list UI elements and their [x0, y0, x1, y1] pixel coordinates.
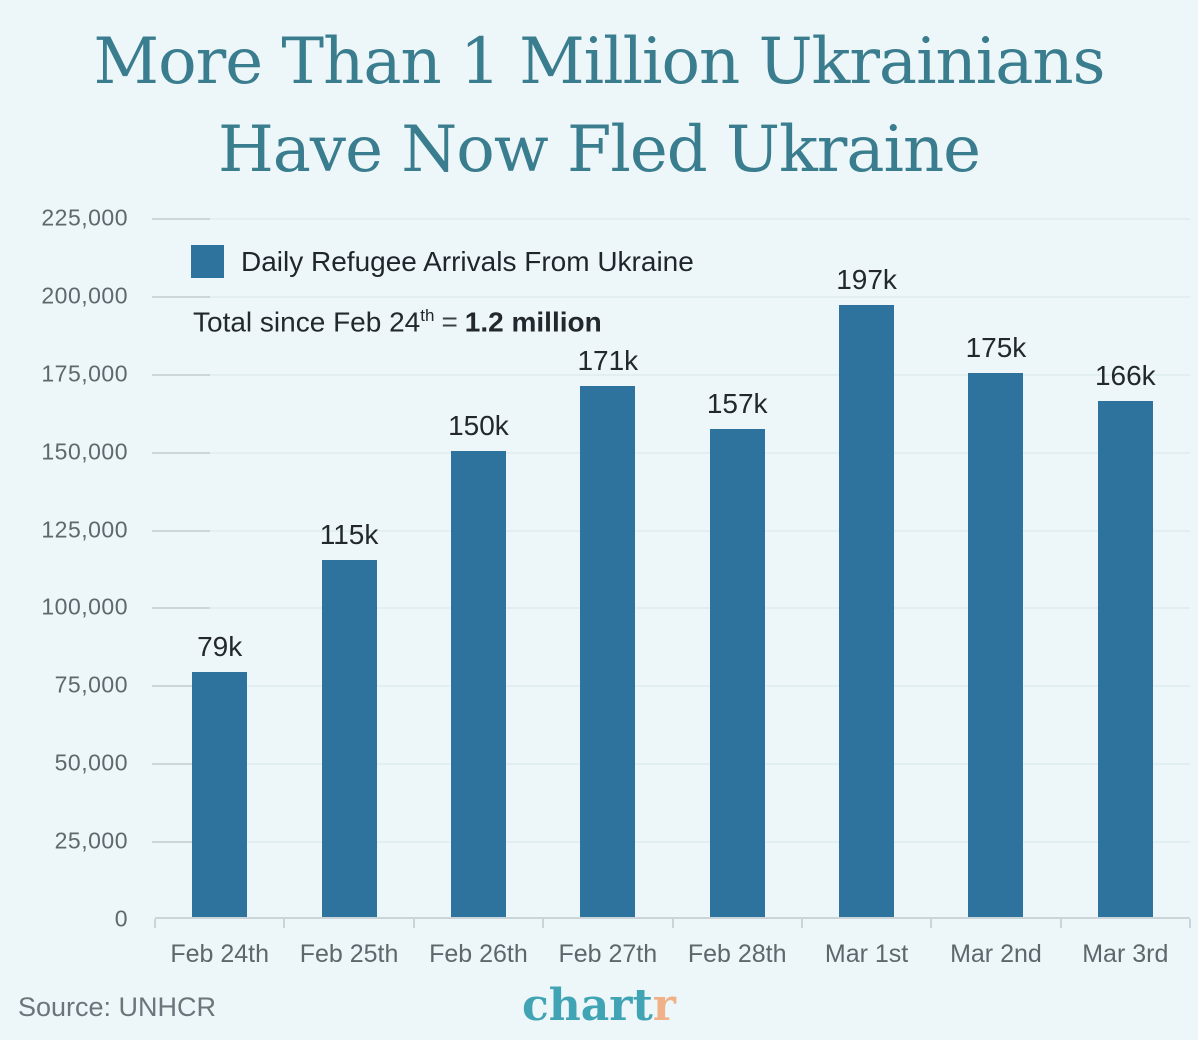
bar-column-Feb 28th: 157k [673, 218, 802, 917]
bar-column-Feb 25th: 115k [284, 218, 413, 917]
x-axis-label-Feb 25th: Feb 25th [299, 940, 399, 968]
chart-title-line2: Have Now Fled Ukraine [217, 113, 981, 187]
y-axis-label-25,000: 25,000 [54, 827, 128, 854]
y-axis-label-75,000: 75,000 [54, 671, 128, 698]
source-credit: Source: UNHCR [18, 992, 217, 1022]
bar-column-Mar 3rd: 166k [1061, 218, 1190, 917]
gridline-150,000 [155, 451, 1190, 454]
x-axis-tick-2 [412, 919, 415, 928]
y-axis-label-50,000: 50,000 [54, 749, 128, 776]
bar-Feb 24th [192, 671, 248, 917]
y-tick-125,000 [152, 529, 210, 532]
bar-value-label-Mar 2nd: 175k [965, 332, 1027, 364]
x-axis-label-Mar 3rd: Mar 3rd [1082, 940, 1169, 968]
x-axis-label-Feb 27th: Feb 27th [558, 940, 658, 968]
total-annotation-value: 1.2 million [464, 306, 602, 338]
x-axis-label-Mar 2nd: Mar 2nd [950, 940, 1042, 968]
x-axis-tick-0 [154, 919, 156, 928]
legend-swatch [191, 245, 224, 278]
bar-value-label-Mar 1st: 197k [836, 264, 897, 295]
gridline-175,000 [155, 373, 1190, 376]
y-axis-label-200,000: 200,000 [41, 282, 128, 309]
bar-Feb 26th [450, 451, 506, 917]
x-axis-tick-6 [930, 919, 933, 928]
x-axis-tick-3 [542, 919, 545, 928]
y-tick-75,000 [152, 685, 210, 688]
total-annotation-prefix: Total since Feb 24 [193, 306, 421, 338]
bar-value-label-Feb 26th: 150k [448, 410, 509, 441]
y-axis-label-150,000: 150,000 [41, 438, 128, 465]
bar-Feb 25th [321, 559, 377, 917]
bar-Mar 1st [839, 305, 895, 917]
bar-value-label-Feb 24th: 79k [197, 630, 243, 662]
bar-column-Mar 1st: 197k [802, 218, 931, 917]
gridline-25,000 [155, 841, 1190, 844]
y-tick-200,000 [152, 295, 210, 298]
legend: Daily Refugee Arrivals From Ukraine [191, 245, 694, 278]
bar-column-Feb 24th: 79k [155, 218, 284, 917]
bar-value-label-Feb 25th: 115k [319, 518, 379, 550]
y-tick-100,000 [152, 607, 210, 610]
gridline-125,000 [155, 529, 1190, 532]
y-tick-25,000 [152, 841, 210, 844]
x-axis-tick-4 [671, 919, 674, 928]
bar-value-label-Mar 3rd: 166k [1094, 360, 1156, 392]
x-axis-label-Feb 26th: Feb 26th [429, 940, 528, 968]
y-tick-150,000 [152, 451, 210, 454]
gridline-50,000 [155, 763, 1190, 766]
x-axis-label-Mar 1st: Mar 1st [824, 940, 909, 968]
gridline-225,000 [155, 218, 1190, 220]
gridline-75,000 [155, 685, 1190, 688]
bar-Mar 2nd [968, 373, 1024, 917]
bar-Feb 27th [580, 385, 636, 917]
x-axis-labels: Feb 24th Feb 25th Feb 26th Feb 27th Feb 28th… [155, 940, 1190, 969]
total-annotation-equals: = [441, 306, 458, 338]
bar-Feb 28th [709, 429, 765, 917]
bar-column-Feb 26th: 150k [414, 218, 543, 917]
total-annotation-superscript: th [420, 306, 435, 325]
y-axis-label-100,000: 100,000 [41, 593, 128, 620]
bars-row: 79k 115k 150k 171k 157k 197k 175k 166k [155, 218, 1190, 917]
y-axis-labels: 0 25,000 50,000 75,000 100,000 125,000 150,000… [0, 205, 130, 932]
y-tick-50,000 [152, 763, 210, 766]
gridline-200,000 [155, 295, 1190, 298]
bar-value-label-Feb 28th: 157k [706, 388, 768, 420]
plot-area: 79k 115k 150k 171k 157k 197k 175k 166k [152, 218, 1191, 928]
chartr-logo: chartr [522, 980, 676, 1031]
bar-value-label-Feb 27th: 171k [577, 344, 639, 376]
x-axis-tick-8 [1189, 919, 1191, 928]
y-tick-175,000 [152, 373, 210, 376]
x-axis-tick-1 [283, 919, 286, 928]
y-axis-label-125,000: 125,000 [41, 516, 128, 543]
bar-column-Mar 2nd: 175k [931, 218, 1060, 917]
legend-label: Daily Refugee Arrivals From Ukraine [241, 245, 694, 277]
bar-Mar 3rd [1097, 401, 1153, 917]
x-axis-tick-5 [800, 919, 803, 928]
chart-title: More Than 1 Million Ukrainians Have Now … [0, 18, 1198, 194]
x-axis-tick-7 [1059, 919, 1062, 928]
chartr-logo-main: chart [522, 980, 653, 1031]
total-annotation: Total since Feb 24th = 1.2 million [193, 306, 602, 338]
bar-column-Feb 27th: 171k [543, 218, 672, 917]
x-axis-label-Feb 24th: Feb 24th [170, 940, 270, 968]
y-axis-label-0: 0 [114, 905, 128, 932]
gridline-100,000 [155, 607, 1190, 610]
chart-title-line1: More Than 1 Million Ukrainians [93, 25, 1106, 99]
y-tick-225,000 [152, 218, 210, 220]
chartr-logo-r: r [652, 980, 676, 1031]
y-axis-label-175,000: 175,000 [41, 360, 128, 387]
y-axis-label-225,000: 225,000 [41, 204, 128, 231]
x-axis-label-Feb 28th: Feb 28th [687, 940, 787, 968]
